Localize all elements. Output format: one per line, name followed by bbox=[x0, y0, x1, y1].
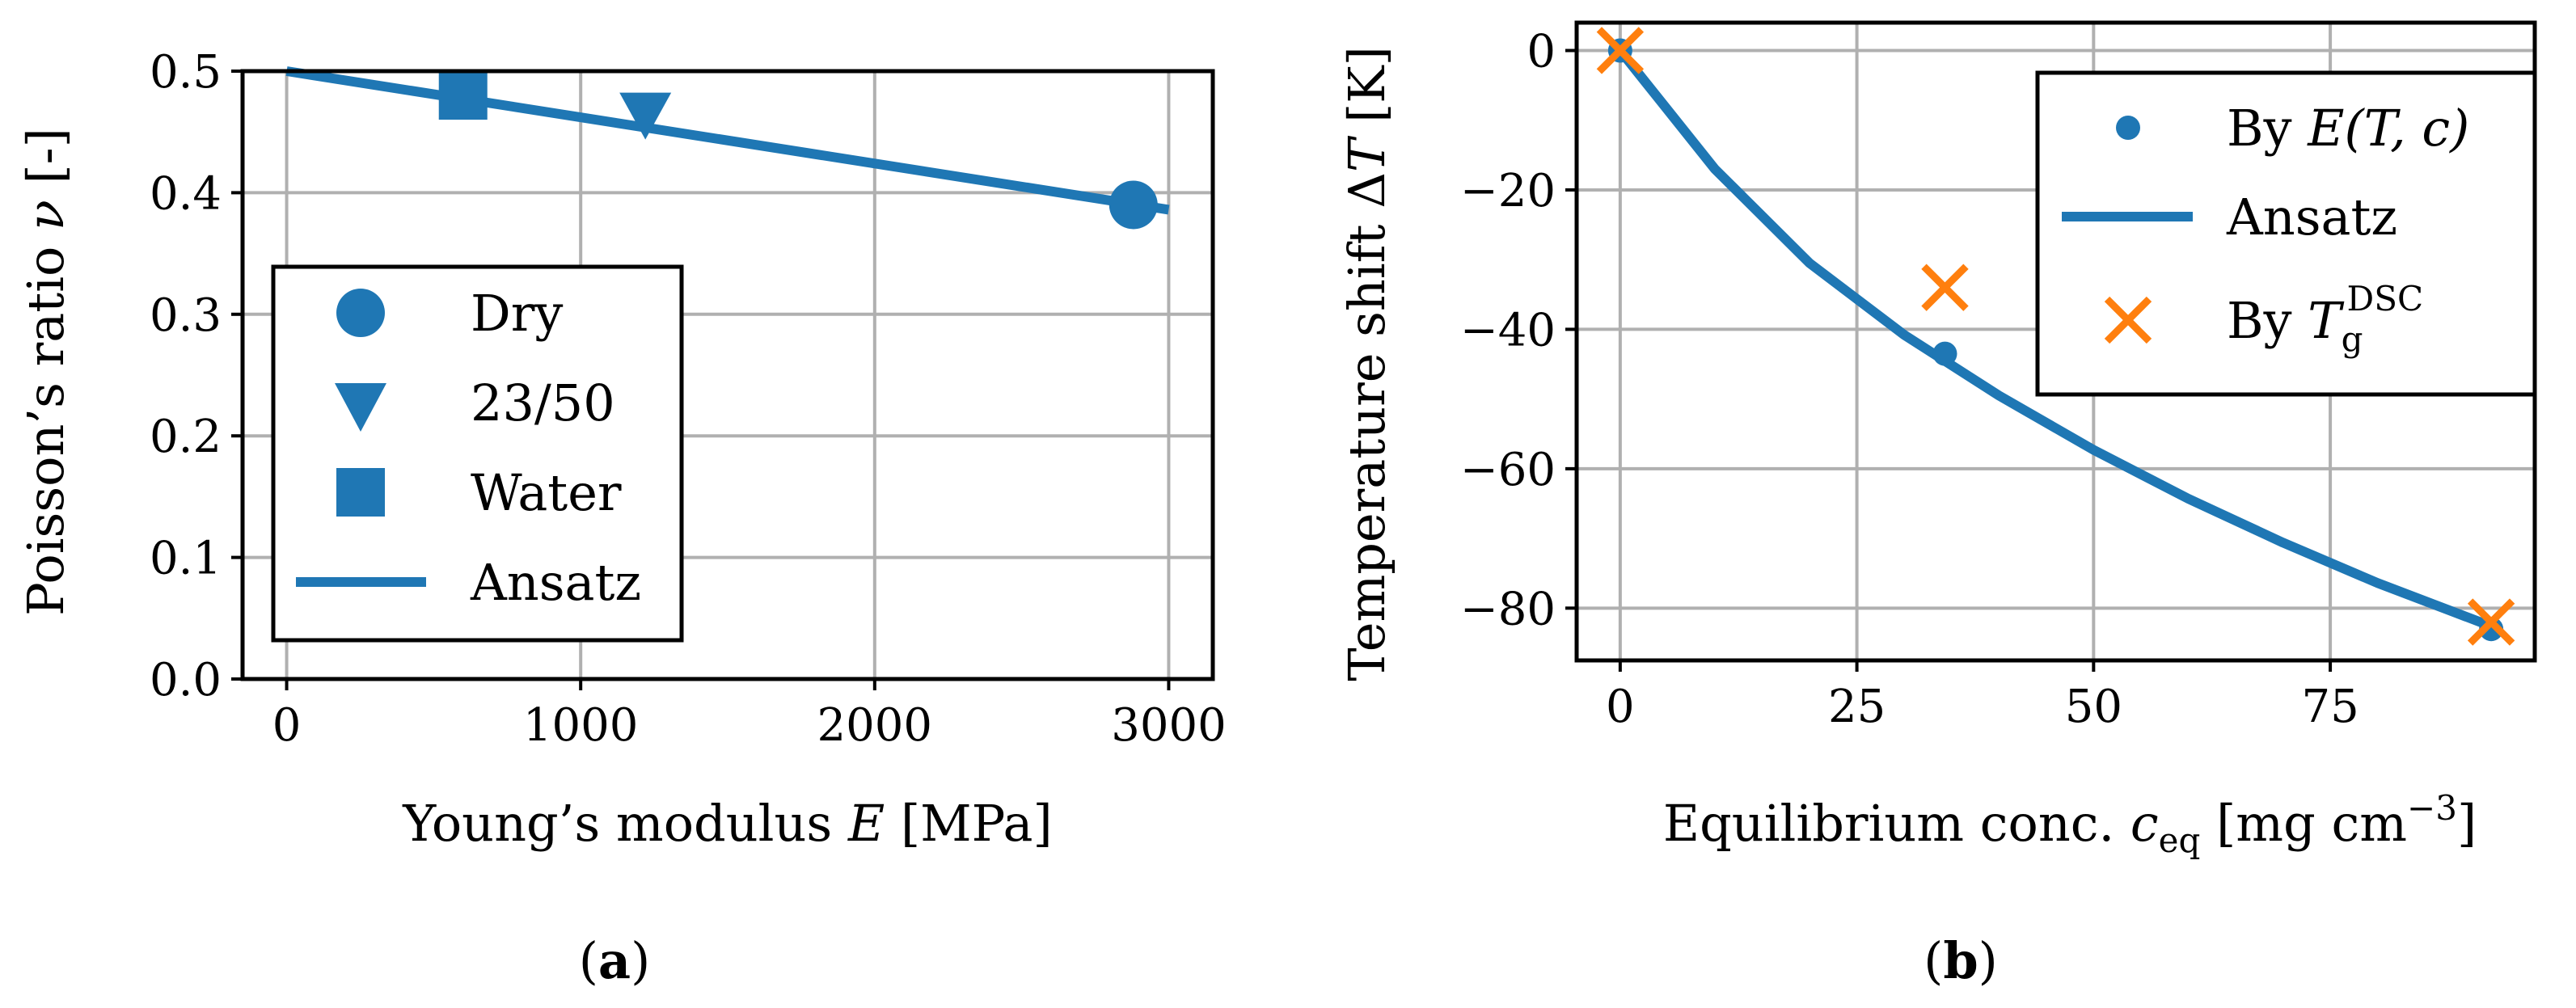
panel-b-legend: By E(T, c) Ansatz By TgDSC bbox=[2035, 70, 2537, 397]
panel-a-legend: Dry 23/50 Water Ansatz bbox=[271, 264, 684, 643]
x-tick-label: 2000 bbox=[817, 699, 933, 752]
y-tick-label: 0 bbox=[1527, 25, 1556, 78]
y-tick-label: 0.1 bbox=[150, 533, 222, 585]
y-tick-label: 0.2 bbox=[150, 411, 222, 463]
legend-b-ansatz-label: Ansatz bbox=[2226, 188, 2397, 247]
panel-b-caption: (b) bbox=[1924, 931, 1998, 990]
y-tick-label: −60 bbox=[1460, 444, 1556, 496]
x-tick-label: 0 bbox=[1606, 681, 1635, 733]
legend-dry-label: Dry bbox=[471, 284, 563, 343]
panel-a-ticks: 0 1000 2000 3000 0.0 0.1 0.2 0.3 0.4 0.5 bbox=[150, 46, 1227, 752]
y-tick-label: 0.0 bbox=[150, 654, 222, 706]
panel-a-xlabel: Young’s modulus E [MPa] bbox=[402, 794, 1052, 853]
legend-water-marker bbox=[336, 468, 385, 517]
legend-2350-label: 23/50 bbox=[471, 373, 615, 432]
x-tick-label: 0 bbox=[272, 699, 302, 752]
y-tick-label: −80 bbox=[1460, 583, 1556, 635]
point-by-tg bbox=[1596, 27, 1645, 74]
x-tick-label: 50 bbox=[2065, 681, 2122, 733]
ansatz-line-a bbox=[285, 66, 1170, 215]
y-tick-label: 0.4 bbox=[150, 167, 222, 220]
panel-a-axes-frame bbox=[240, 69, 1215, 681]
ansatz-curve-b bbox=[1616, 47, 2494, 631]
y-tick-label: 0.3 bbox=[150, 289, 222, 342]
legend-ansatz-label: Ansatz bbox=[470, 553, 641, 612]
y-tick-label: −20 bbox=[1460, 165, 1556, 217]
panel-a-points bbox=[438, 71, 1158, 230]
panel-a-caption: (a) bbox=[579, 931, 651, 990]
panel-b: 0 25 50 75 0 −20 −40 −60 −80 Temperature shift Δ… bbox=[1337, 20, 2537, 990]
legend-dry-marker bbox=[336, 289, 385, 337]
x-tick-label: 25 bbox=[1828, 681, 1886, 733]
x-tick-label: 3000 bbox=[1111, 699, 1227, 752]
point-by-tg bbox=[2467, 598, 2515, 646]
panel-b-ylabel: Temperature shift ΔT [K] bbox=[1337, 46, 1396, 681]
legend-2350-marker bbox=[335, 383, 386, 432]
point-dry bbox=[1109, 180, 1158, 230]
panel-b-ticks: 0 25 50 75 0 −20 −40 −60 −80 bbox=[1460, 25, 2359, 733]
legend-water-label: Water bbox=[471, 463, 622, 522]
y-tick-label: −40 bbox=[1460, 304, 1556, 356]
panel-b-xlabel: Equilibrium conc. ceq [mg cm−3] bbox=[1663, 788, 2477, 860]
legend-by-e-marker bbox=[2116, 116, 2140, 140]
point-by-e bbox=[1932, 341, 1957, 366]
point-2350 bbox=[619, 92, 672, 140]
point-by-e bbox=[2479, 617, 2504, 642]
y-tick-label: 0.5 bbox=[150, 46, 222, 99]
panel-a-ansatz-layer bbox=[285, 66, 1170, 215]
point-water bbox=[438, 71, 488, 120]
panel-a-ylabel: Poisson’s ratio ν [-] bbox=[16, 128, 75, 616]
panel-a-legend-box bbox=[271, 264, 684, 643]
legend-by-e-label: By E(T, c) bbox=[2227, 99, 2469, 158]
point-by-tg bbox=[1921, 264, 1969, 311]
panel-b-ansatz-layer bbox=[1616, 47, 2494, 631]
legend-by-tg-label: By TgDSC bbox=[2227, 279, 2423, 359]
x-tick-label: 1000 bbox=[523, 699, 639, 752]
legend-by-tg-marker bbox=[2104, 296, 2152, 344]
panel-a: 0 1000 2000 3000 0.0 0.1 0.2 0.3 0.4 0.5 Poisson’… bbox=[16, 46, 1227, 990]
x-tick-label: 75 bbox=[2301, 681, 2359, 733]
panel-b-points bbox=[1596, 27, 2515, 646]
